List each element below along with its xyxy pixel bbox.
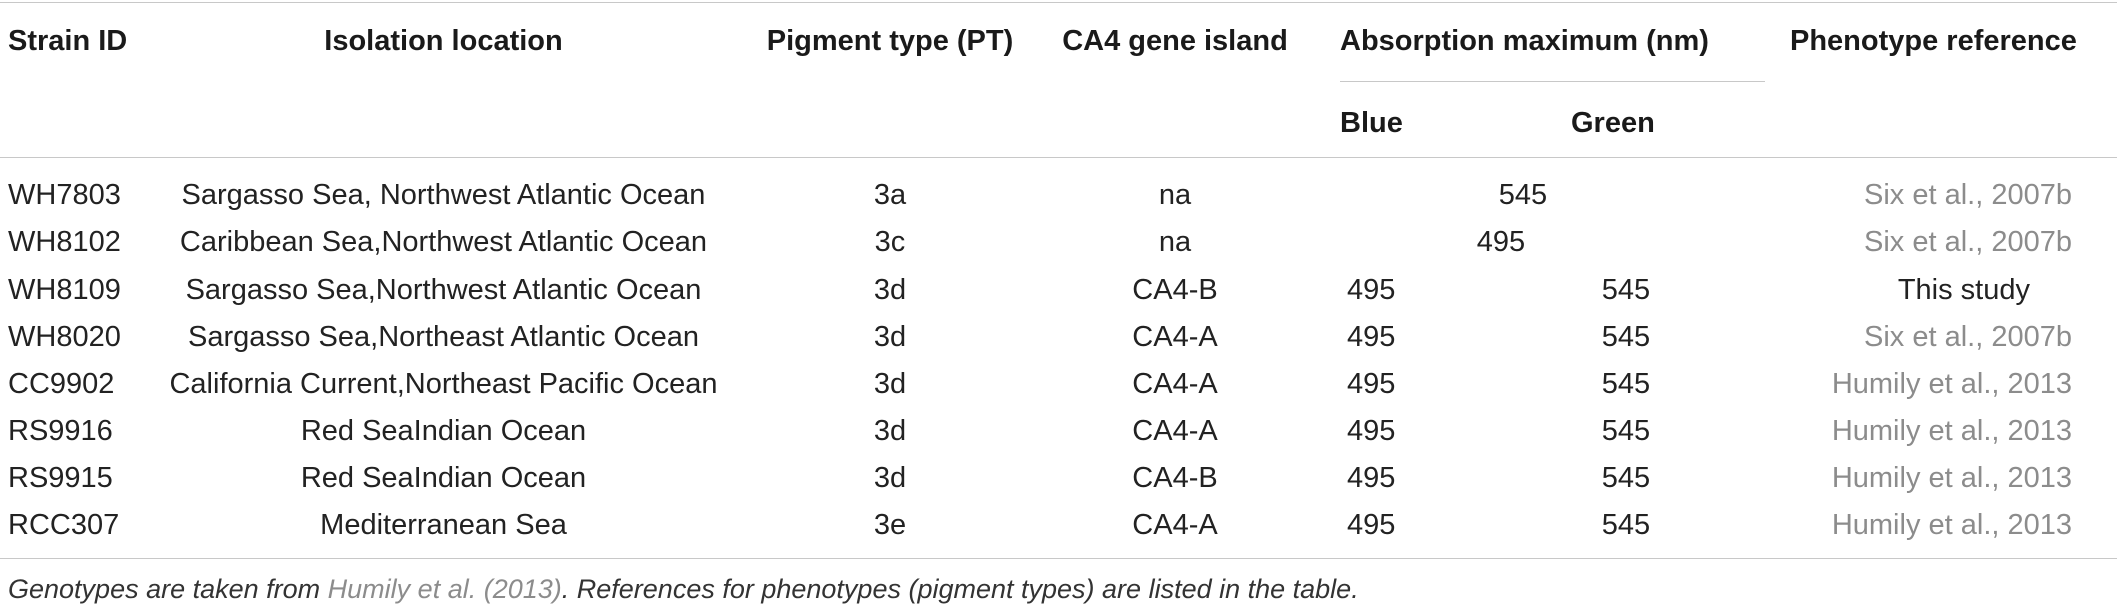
cell-absorption-merged: 545 xyxy=(1498,179,1548,211)
cell-green: 545 xyxy=(1601,509,1651,541)
cell-blue: 495 xyxy=(1347,462,1396,494)
header-bottom-rule xyxy=(0,157,2117,158)
cell-isolation-location: Sargasso Sea, Northwest Atlantic Ocean xyxy=(181,179,706,211)
cell-isolation-location: Red SeaIndian Ocean xyxy=(300,462,587,494)
cell-isolation-location: Sargasso Sea,Northeast Atlantic Ocean xyxy=(187,321,699,353)
cell-green: 545 xyxy=(1601,368,1651,400)
header-green: Green xyxy=(1571,107,1655,139)
cell-green: 545 xyxy=(1601,415,1651,447)
cell-blue: 495 xyxy=(1347,415,1396,447)
cell-phenotype-reference: Humily et al., 2013 xyxy=(1831,368,2072,400)
cell-strain-id: RS9916 xyxy=(8,415,113,447)
cell-strain-id: CC9902 xyxy=(8,368,115,400)
cell-blue: 495 xyxy=(1347,368,1396,400)
header-absorption-maximum: Absorption maximum (nm) xyxy=(1340,25,1709,57)
cell-phenotype-reference: Six et al., 2007b xyxy=(1864,226,2072,258)
cell-strain-id: RCC307 xyxy=(8,509,120,541)
cell-strain-id: WH8102 xyxy=(8,226,121,258)
cell-isolation-location: Mediterranean Sea xyxy=(320,509,567,541)
cell-ca4-gene-island: CA4-A xyxy=(1132,509,1218,541)
cell-ca4-gene-island: CA4-A xyxy=(1132,321,1218,353)
cell-green: 545 xyxy=(1601,462,1651,494)
table-caption: Genotypes are taken from Humily et al. (… xyxy=(8,574,1359,605)
cell-absorption-merged: 495 xyxy=(1476,226,1526,258)
cell-phenotype-reference: Humily et al., 2013 xyxy=(1831,509,2072,541)
header-pigment-type: Pigment type (PT) xyxy=(766,25,1014,57)
cell-pigment-type: 3d xyxy=(873,368,907,400)
cell-ca4-gene-island: CA4-B xyxy=(1132,274,1218,306)
top-rule xyxy=(0,2,2117,3)
cell-pigment-type: 3a xyxy=(873,179,907,211)
cell-ca4-gene-island: CA4-A xyxy=(1132,415,1218,447)
cell-ca4-gene-island: na xyxy=(1158,226,1192,258)
cell-isolation-location: Sargasso Sea,Northwest Atlantic Ocean xyxy=(185,274,702,306)
cell-blue: 495 xyxy=(1347,274,1396,306)
cell-strain-id: WH7803 xyxy=(8,179,121,211)
cell-strain-id: WH8020 xyxy=(8,321,121,353)
table-bottom-rule xyxy=(0,558,2117,559)
header-blue: Blue xyxy=(1340,107,1403,139)
cell-ca4-gene-island: CA4-B xyxy=(1132,462,1218,494)
cell-isolation-location: Red SeaIndian Ocean xyxy=(300,415,587,447)
caption-suffix: . References for phenotypes (pigment typ… xyxy=(561,574,1359,604)
cell-blue: 495 xyxy=(1347,321,1396,353)
cell-ca4-gene-island: na xyxy=(1158,179,1192,211)
cell-phenotype-reference: Six et al., 2007b xyxy=(1864,321,2072,353)
cell-pigment-type: 3c xyxy=(874,226,906,258)
cell-pigment-type: 3d xyxy=(873,321,907,353)
cell-isolation-location: California Current,Northeast Pacific Oce… xyxy=(169,368,718,400)
cell-phenotype-reference: Humily et al., 2013 xyxy=(1831,415,2072,447)
cell-pigment-type: 3d xyxy=(873,274,907,306)
header-strain-id: Strain ID xyxy=(8,25,128,57)
cell-phenotype-reference: Humily et al., 2013 xyxy=(1831,462,2072,494)
cell-pigment-type: 3e xyxy=(873,509,907,541)
absorption-underline xyxy=(1340,81,1765,82)
cell-phenotype-reference: Six et al., 2007b xyxy=(1864,179,2072,211)
cell-ca4-gene-island: CA4-A xyxy=(1132,368,1218,400)
cell-blue: 495 xyxy=(1347,509,1396,541)
header-ca4-gene-island: CA4 gene island xyxy=(1062,25,1288,57)
cell-phenotype-reference: This study xyxy=(1897,274,2030,306)
cell-pigment-type: 3d xyxy=(873,462,907,494)
header-phenotype-reference: Phenotype reference xyxy=(1790,25,2077,57)
header-isolation-location: Isolation location xyxy=(324,25,563,57)
cell-green: 545 xyxy=(1601,274,1651,306)
caption-reference-link[interactable]: Humily et al. (2013) xyxy=(327,574,562,604)
cell-strain-id: WH8109 xyxy=(8,274,121,306)
cell-green: 545 xyxy=(1601,321,1651,353)
cell-isolation-location: Caribbean Sea,Northwest Atlantic Ocean xyxy=(179,226,708,258)
cell-strain-id: RS9915 xyxy=(8,462,113,494)
caption-prefix: Genotypes are taken from xyxy=(8,574,328,604)
cell-pigment-type: 3d xyxy=(873,415,907,447)
